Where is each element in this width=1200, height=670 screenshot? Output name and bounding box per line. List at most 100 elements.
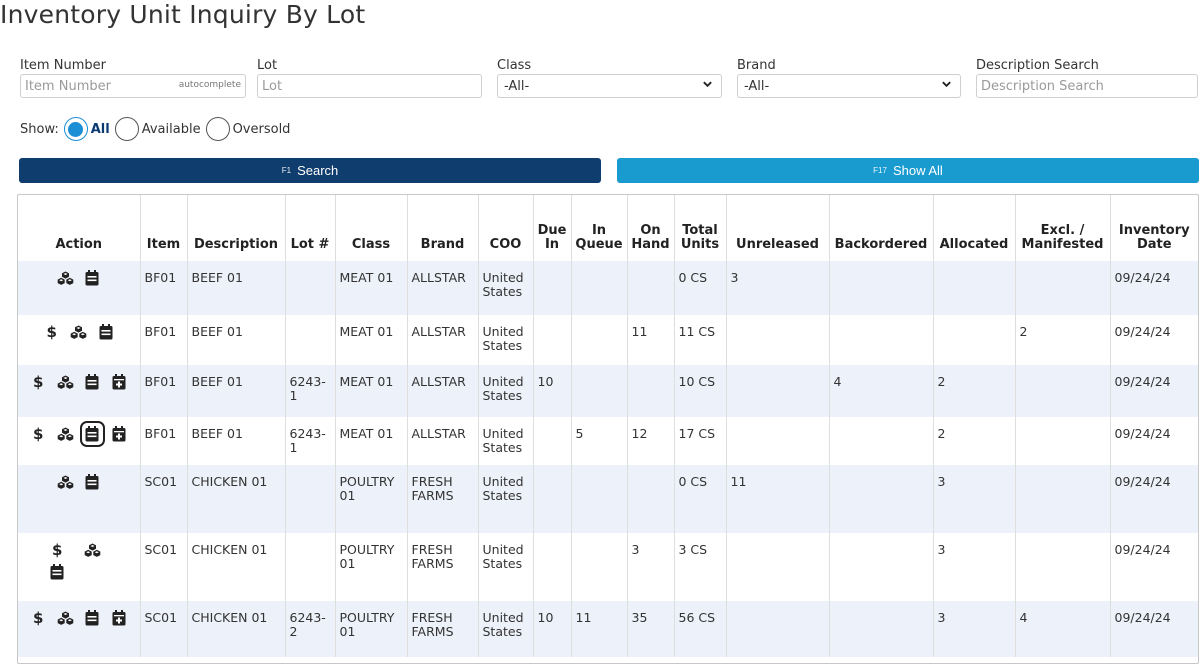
excl-manifested-cell: 2 [1015, 315, 1111, 365]
cubes-icon[interactable] [84, 541, 101, 559]
radio-available[interactable] [114, 117, 139, 141]
header-description[interactable]: Description [187, 195, 286, 261]
radio-oversold[interactable] [205, 117, 230, 141]
cubes-icon[interactable] [57, 609, 74, 627]
header-unreleased[interactable]: Unreleased [726, 195, 830, 261]
calendar-icon[interactable] [84, 269, 101, 287]
header-lot[interactable]: Lot # [285, 195, 336, 261]
action-cell: $ [18, 315, 141, 365]
backordered-cell [829, 417, 934, 465]
class-label: Class [497, 58, 532, 73]
description-search-filter: Description Search [976, 58, 1198, 98]
cubes-icon[interactable] [57, 425, 74, 443]
backordered-cell [829, 315, 934, 365]
class-filter: Class -All- [497, 58, 722, 98]
description-search-input[interactable] [976, 74, 1198, 98]
class-select[interactable]: -All- [497, 74, 722, 98]
radio-all-label[interactable]: All [90, 121, 110, 137]
header-on-hand[interactable]: On Hand [627, 195, 675, 261]
class-cell: POULTRY 01 [335, 465, 408, 533]
coo-cell: United States [478, 465, 534, 533]
header-due-in[interactable]: Due In [533, 195, 572, 261]
header-class[interactable]: Class [335, 195, 408, 261]
calendar-plus-icon[interactable] [111, 373, 128, 391]
show-all-button-label: Show All [892, 163, 943, 178]
table-header-row: Action Item Description Lot # Class Bran… [18, 195, 1198, 261]
header-backordered[interactable]: Backordered [829, 195, 934, 261]
on-hand-cell: 12 [627, 417, 675, 465]
inventory-date-cell: 09/24/24 [1110, 417, 1198, 465]
coo-cell: United States [478, 315, 534, 365]
calendar-icon[interactable] [49, 563, 66, 581]
header-coo[interactable]: COO [478, 195, 534, 261]
description-cell: CHICKEN 01 [187, 465, 286, 533]
dollar-icon[interactable]: $ [33, 373, 44, 391]
radio-all[interactable] [63, 117, 88, 141]
total-units-cell: 11 CS [674, 315, 727, 365]
inventory-date-cell: 09/24/24 [1110, 533, 1198, 601]
radio-available-label[interactable]: Available [141, 121, 201, 137]
class-cell: MEAT 01 [335, 261, 408, 315]
cubes-icon[interactable] [57, 473, 74, 491]
brand-cell: ALLSTAR [407, 417, 479, 465]
action-cell [18, 261, 141, 315]
lot-input[interactable] [257, 74, 482, 98]
brand-cell: FRESH FARMS [407, 533, 479, 601]
brand-cell: FRESH FARMS [407, 601, 479, 657]
show-all-button[interactable]: F17 Show All [617, 158, 1199, 183]
header-action: Action [18, 195, 141, 261]
class-cell: POULTRY 01 [335, 533, 408, 601]
header-allocated[interactable]: Allocated [933, 195, 1016, 261]
calendar-icon[interactable] [84, 373, 101, 391]
brand-select[interactable]: -All- [737, 74, 961, 98]
item-number-input[interactable] [20, 74, 246, 98]
dollar-icon[interactable]: $ [33, 425, 44, 443]
header-inventory-date[interactable]: Inventory Date [1118, 223, 1190, 252]
calendar-plus-icon[interactable] [111, 609, 128, 627]
header-in-queue[interactable]: In Queue [571, 195, 628, 261]
item-cell: SC01 [140, 601, 188, 657]
header-total-units[interactable]: Total Units [674, 195, 727, 261]
item-number-filter: Item Number autocomplete [20, 58, 246, 98]
due-in-cell [533, 533, 572, 601]
table-row: $ SC01 CHICKEN 01 POULTRY 01 FRESH FARMS Uni… [18, 533, 1198, 601]
backordered-cell [829, 533, 934, 601]
action-cell: $ [18, 601, 141, 657]
cubes-icon[interactable] [57, 373, 74, 391]
lot-cell [285, 533, 336, 601]
in-queue-cell: 11 [571, 601, 628, 657]
dollar-icon[interactable]: $ [52, 541, 63, 559]
allocated-cell: 3 [933, 601, 1016, 657]
cubes-icon[interactable] [70, 323, 87, 341]
action-icons: $ [22, 421, 136, 447]
header-excl-manifested[interactable]: Excl. / Manifested [1015, 195, 1111, 261]
chevron-down-icon [702, 78, 713, 93]
dollar-icon[interactable]: $ [46, 323, 57, 341]
action-cell: $ [18, 417, 141, 465]
calendar-icon[interactable] [97, 323, 114, 341]
table-row: $ BF01 BEEF 01 MEAT 01 ALLSTAR United States… [18, 315, 1198, 365]
calendar-plus-icon[interactable] [111, 425, 128, 443]
in-queue-cell [571, 533, 628, 601]
allocated-cell [933, 315, 1016, 365]
cubes-icon[interactable] [57, 269, 74, 287]
in-queue-cell [571, 465, 628, 533]
coo-cell: United States [478, 533, 534, 601]
due-in-cell [533, 315, 572, 365]
calendar-icon[interactable] [84, 609, 101, 627]
allocated-cell: 2 [933, 417, 1016, 465]
calendar-icon[interactable] [84, 473, 101, 491]
calendar-icon[interactable] [79, 421, 105, 447]
search-button[interactable]: F1 Search [19, 158, 601, 183]
table-row: $ B [18, 417, 1198, 465]
action-cell: $ [18, 533, 141, 601]
due-in-cell [533, 465, 572, 533]
item-cell: BF01 [140, 261, 188, 315]
header-brand[interactable]: Brand [407, 195, 479, 261]
radio-oversold-label[interactable]: Oversold [232, 121, 291, 137]
action-cell: $ [18, 365, 141, 417]
lot-cell: 6243-1 [285, 365, 336, 417]
on-hand-cell: 11 [627, 315, 675, 365]
header-item[interactable]: Item [140, 195, 188, 261]
dollar-icon[interactable]: $ [33, 609, 44, 627]
